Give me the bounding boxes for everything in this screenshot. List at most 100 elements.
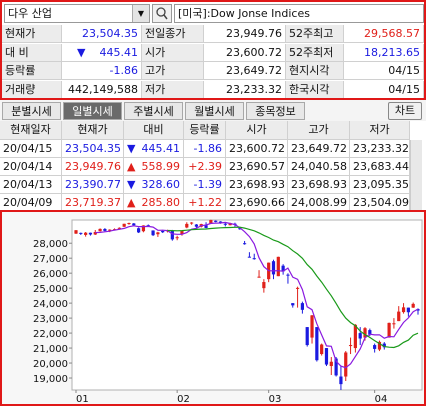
moving-average-line (167, 226, 419, 349)
quote-label: 거래량 (2, 80, 62, 98)
y-tick-label: 21,000 (33, 344, 68, 355)
column-header: 대비 (124, 121, 184, 140)
candle-body (151, 230, 155, 236)
dropdown-arrow[interactable]: ▼ (132, 5, 149, 22)
quote-label: 저가 (142, 80, 204, 98)
candle-body (320, 344, 324, 355)
value-cell: 23,698.93 (288, 176, 350, 194)
candle-body (252, 258, 256, 260)
candle-body (185, 223, 189, 228)
value-cell: -1.39 (184, 176, 226, 194)
change-value: 445.41 (141, 142, 181, 155)
candle-body (247, 256, 252, 258)
moving-average-line (95, 221, 419, 369)
tab[interactable]: 분별시세 (2, 102, 61, 120)
quote-label: 시가 (142, 43, 204, 62)
quote-label: 현재가 (2, 25, 62, 43)
value-cell: 23,504.09 (350, 194, 410, 211)
tab[interactable]: 주별시세 (124, 102, 183, 120)
quote-value: -1.86 (62, 62, 142, 80)
date-cell: 20/04/13 (0, 176, 62, 194)
symbol-dropdown[interactable]: 다우 산업 (4, 4, 150, 23)
candle-body (117, 227, 121, 229)
column-header: 등락률 (184, 121, 226, 140)
value-cell: 23,698.93 (226, 176, 288, 194)
candle-body (228, 223, 232, 226)
change-arrow: ▲ (127, 196, 136, 209)
search-field[interactable]: [미국]:Dow Jonse Indices (174, 4, 424, 23)
value-cell: 23,690.57 (226, 158, 288, 176)
y-tick-label: 27,000 (33, 254, 68, 265)
quote-value: 23,949.76 (204, 25, 286, 43)
change-arrow: ▼ (127, 142, 136, 155)
candle-body (382, 343, 386, 348)
value-cell: 23,600.72 (226, 140, 288, 158)
candle-body (305, 327, 309, 346)
value-cell: 24,008.99 (288, 194, 350, 211)
date-cell: 20/04/15 (0, 140, 62, 158)
tab[interactable]: 일별시세 (63, 102, 122, 120)
y-tick-label: 19,000 (33, 374, 68, 385)
candle-body (377, 341, 382, 350)
daily-table: 현재일자 현재가 대비 등락률 시가 고가 저가 20/04/15 23,504.35 ▼ 445.… (0, 121, 426, 211)
y-tick-label: 23,000 (33, 314, 68, 325)
x-tick-label: 03 (269, 394, 282, 404)
candle-body (416, 309, 420, 311)
search-icon (156, 7, 168, 20)
candle-body (300, 303, 304, 310)
chart-button[interactable]: 차트 (388, 102, 422, 120)
candle-body (324, 348, 329, 365)
candle-body (204, 225, 208, 228)
symbol: 다우 산업 (8, 7, 52, 20)
x-tick-label: 04 (375, 394, 388, 404)
candle-body (156, 232, 160, 235)
candle-body (401, 307, 406, 313)
chart-button-label: 차트 (394, 104, 416, 117)
candle-body (180, 231, 184, 235)
candle-body (88, 232, 93, 235)
candle-body (84, 232, 88, 235)
candle-body (74, 230, 78, 234)
value-cell: 24,040.58 (288, 158, 350, 176)
tab[interactable]: 종목정보 (246, 102, 305, 120)
quote-label: 현지시각 (286, 62, 344, 80)
candle-body (98, 228, 102, 232)
candle-body (334, 358, 338, 376)
change-cell: ▲ 558.99 (124, 158, 184, 176)
candle-body (315, 327, 319, 361)
quote-label: 한국시각 (286, 80, 344, 98)
tab[interactable]: 월별시세 (185, 102, 244, 120)
candle-body (194, 224, 199, 227)
change-arrow: ▼ (127, 178, 136, 191)
y-tick-label: 24,000 (33, 299, 68, 310)
scrollbar[interactable] (410, 140, 422, 211)
value-cell: 23,949.76 (62, 158, 124, 176)
candle-body (223, 223, 227, 225)
quote-value: 442,149,588 (62, 80, 142, 98)
value-cell: 23,683.44 (350, 158, 410, 176)
value-cell: 23,504.35 (62, 140, 124, 158)
x-tick-label: 01 (76, 394, 89, 404)
candle-body (348, 345, 353, 347)
column-header: 시가 (226, 121, 288, 140)
candle-body (406, 307, 410, 313)
candle-body (262, 282, 266, 289)
candle-body (281, 265, 285, 272)
y-tick-label: 26,000 (33, 269, 68, 280)
x-tick-label: 02 (177, 394, 190, 404)
quote-label: 고가 (142, 62, 204, 80)
quote-label: 52주최고 (286, 25, 344, 43)
column-header: 고가 (288, 121, 350, 140)
candle-body (218, 221, 223, 223)
chart-panel: 28,000 27,000 26,000 25,000 24,000 23,000 22,0… (0, 210, 426, 406)
search-button[interactable] (152, 4, 172, 23)
quote-value: 29,568.57 (344, 25, 424, 43)
change-cell: ▲ 285.80 (124, 194, 184, 211)
candle-body (79, 232, 83, 234)
quote-panel: 다우 산업 ▼ [미국]:Dow Jonse Indices 현재가 23,504… (0, 0, 426, 100)
quote-value: ▼ 445.41 (62, 43, 142, 62)
candle-body (295, 287, 300, 289)
column-header: 현재가 (62, 121, 124, 140)
candle-body (190, 222, 194, 224)
